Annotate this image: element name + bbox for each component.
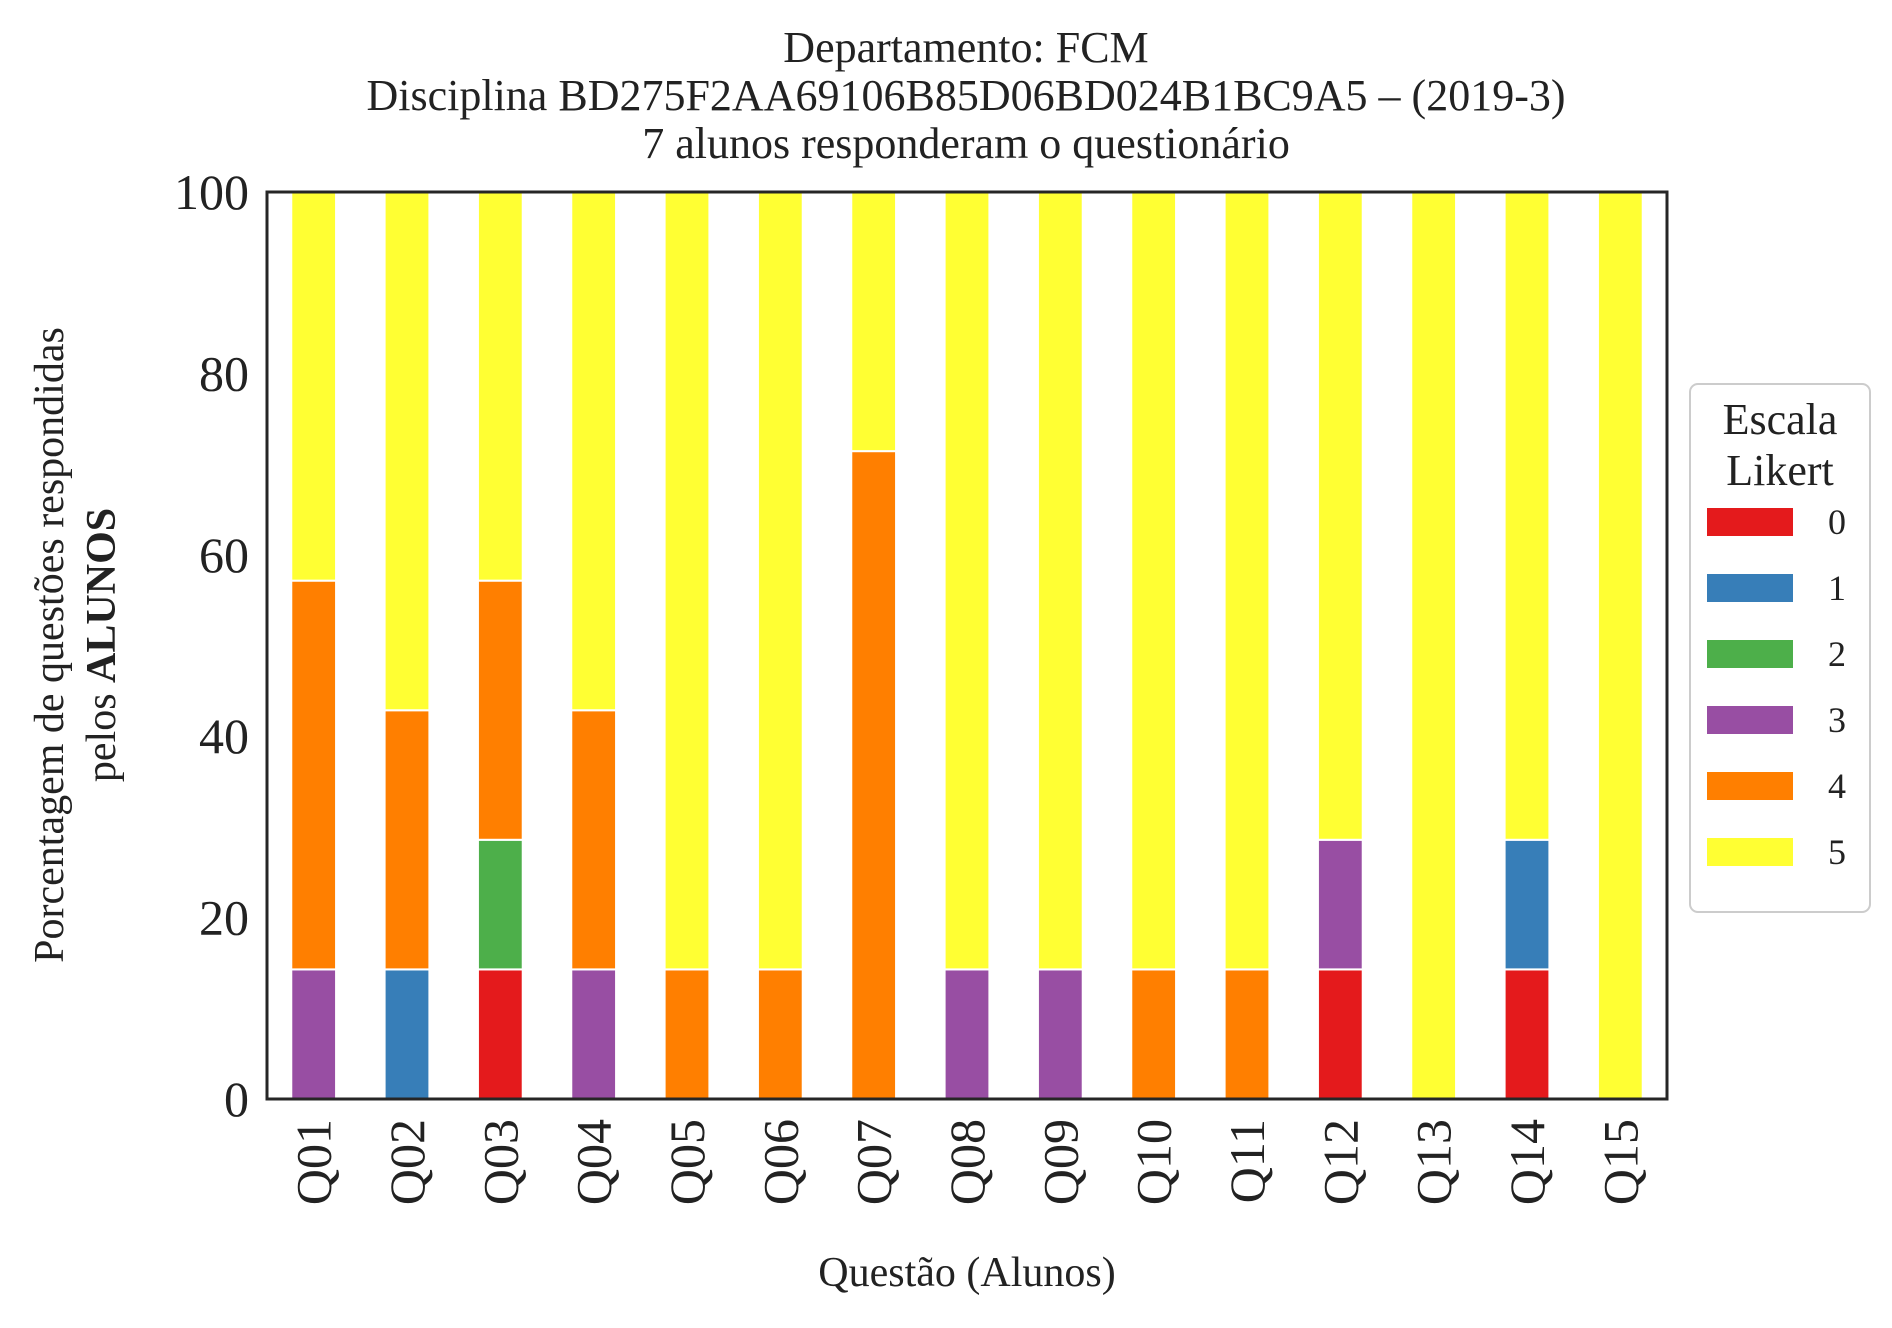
legend-swatch-2 xyxy=(1707,640,1793,668)
bar-Q12-likert-0 xyxy=(1316,968,1364,1101)
legend-label-5: 5 xyxy=(1828,832,1846,872)
bar-Q06-likert-4 xyxy=(756,968,804,1101)
x-axis-label: Questão (Alunos) xyxy=(818,1250,1115,1296)
y-tick-label-60: 60 xyxy=(199,527,249,583)
legend-title-line-1: Escala xyxy=(1723,395,1838,444)
title-line-3: 7 alunos responderam o questionário xyxy=(642,119,1290,168)
bar-Q14-likert-5 xyxy=(1503,190,1551,841)
legend-label-3: 3 xyxy=(1828,700,1846,740)
x-tick-label-Q05: Q05 xyxy=(659,1119,715,1205)
x-tick-label-Q01: Q01 xyxy=(286,1119,342,1205)
bar-Q09-likert-5 xyxy=(1036,191,1084,971)
y-tick-label-80: 80 xyxy=(199,345,249,401)
x-tick-label-Q04: Q04 xyxy=(566,1119,622,1205)
bar-Q04-likert-4 xyxy=(570,709,618,971)
legend-swatch-5 xyxy=(1707,838,1793,866)
x-tick-label-Q13: Q13 xyxy=(1406,1119,1462,1205)
legend-title-line-2: Likert xyxy=(1726,446,1834,495)
bar-Q09-likert-3 xyxy=(1036,968,1084,1101)
bar-Q06-likert-5 xyxy=(756,191,804,971)
legend-label-0: 0 xyxy=(1828,502,1846,542)
bar-Q07-likert-4 xyxy=(850,450,898,1100)
legend-swatch-0 xyxy=(1707,508,1793,536)
bar-Q03-likert-0 xyxy=(476,968,524,1101)
x-tick-label-Q07: Q07 xyxy=(846,1119,902,1205)
bars xyxy=(290,190,1644,1101)
legend-swatch-4 xyxy=(1707,772,1793,800)
y-tick-label-100: 100 xyxy=(174,164,249,220)
x-tick-label-Q12: Q12 xyxy=(1312,1119,1368,1205)
plot-frame xyxy=(265,190,1669,1101)
title-line-1: Departamento: FCM xyxy=(783,23,1148,72)
title-line-2: Disciplina BD275F2AA69106B85D06BD024B1BC… xyxy=(366,71,1565,120)
legend-label-4: 4 xyxy=(1828,766,1846,806)
bar-Q10-likert-4 xyxy=(1130,968,1178,1101)
bar-Q05-likert-4 xyxy=(663,968,711,1101)
bar-Q13-likert-5 xyxy=(1410,191,1458,1100)
bar-Q03-likert-5 xyxy=(476,190,524,582)
x-tick-label-Q15: Q15 xyxy=(1592,1119,1648,1205)
bar-Q10-likert-5 xyxy=(1130,191,1178,971)
bar-Q11-likert-5 xyxy=(1223,191,1271,971)
legend-label-1: 1 xyxy=(1828,568,1846,608)
bar-Q03-likert-4 xyxy=(476,579,524,841)
bar-Q08-likert-5 xyxy=(943,191,991,971)
legend-entries: 0 1 2 3 4 5 xyxy=(1707,502,1846,872)
x-tick-label-Q10: Q10 xyxy=(1126,1119,1182,1205)
y-axis-label-line-1: Porcentagem de questões respondidas xyxy=(27,327,73,963)
bar-Q12-likert-5 xyxy=(1316,190,1364,841)
bar-Q12-likert-3 xyxy=(1316,838,1364,971)
x-tick-label-Q09: Q09 xyxy=(1032,1119,1088,1205)
bar-Q02-likert-1 xyxy=(383,968,431,1101)
bar-Q11-likert-4 xyxy=(1223,968,1271,1101)
bar-Q04-likert-5 xyxy=(570,191,618,712)
legend-label-2: 2 xyxy=(1828,634,1846,674)
y-tick-label-0: 0 xyxy=(224,1071,249,1127)
x-tick-label-Q14: Q14 xyxy=(1499,1119,1555,1205)
y-axis-label-bold: ALUNOS xyxy=(79,508,125,683)
bar-Q02-likert-5 xyxy=(383,191,431,712)
bar-Q04-likert-3 xyxy=(570,968,618,1101)
y-axis-ticks: 0 20 40 60 80 100 xyxy=(174,164,249,1127)
x-axis-ticks: Q01 Q02 Q03 Q04 Q05 Q06 Q07 Q08 Q09 Q10 Q11 Q12 Q13 Q… xyxy=(286,1119,1649,1205)
x-tick-label-Q11: Q11 xyxy=(1219,1119,1275,1203)
bar-Q15-likert-5 xyxy=(1596,191,1644,1100)
bar-Q02-likert-4 xyxy=(383,709,431,971)
y-tick-label-20: 20 xyxy=(199,890,249,946)
x-tick-label-Q02: Q02 xyxy=(379,1119,435,1205)
y-axis-label: Porcentagem de questões respondidas pelo… xyxy=(27,327,125,963)
legend-swatch-3 xyxy=(1707,706,1793,734)
bar-Q01-likert-5 xyxy=(290,190,338,582)
bar-Q03-likert-2 xyxy=(476,838,524,971)
bar-Q05-likert-5 xyxy=(663,191,711,971)
bar-Q01-likert-4 xyxy=(290,579,338,971)
chart-title: Departamento: FCM Disciplina BD275F2AA69… xyxy=(366,23,1565,168)
bar-Q07-likert-5 xyxy=(850,191,898,453)
bar-Q01-likert-3 xyxy=(290,968,338,1101)
x-tick-label-Q08: Q08 xyxy=(939,1119,995,1205)
x-tick-label-Q06: Q06 xyxy=(752,1119,808,1205)
legend: Escala Likert 0 1 2 3 4 5 xyxy=(1689,383,1871,913)
bar-Q14-likert-0 xyxy=(1503,968,1551,1101)
y-axis-label-prefix: pelos xyxy=(79,683,125,782)
legend-swatch-1 xyxy=(1707,574,1793,602)
bar-Q08-likert-3 xyxy=(943,968,991,1101)
x-tick-label-Q03: Q03 xyxy=(472,1119,528,1205)
y-tick-label-40: 40 xyxy=(199,708,249,764)
y-axis-label-line-2: pelos ALUNOS xyxy=(79,508,125,782)
bar-Q14-likert-1 xyxy=(1503,838,1551,971)
